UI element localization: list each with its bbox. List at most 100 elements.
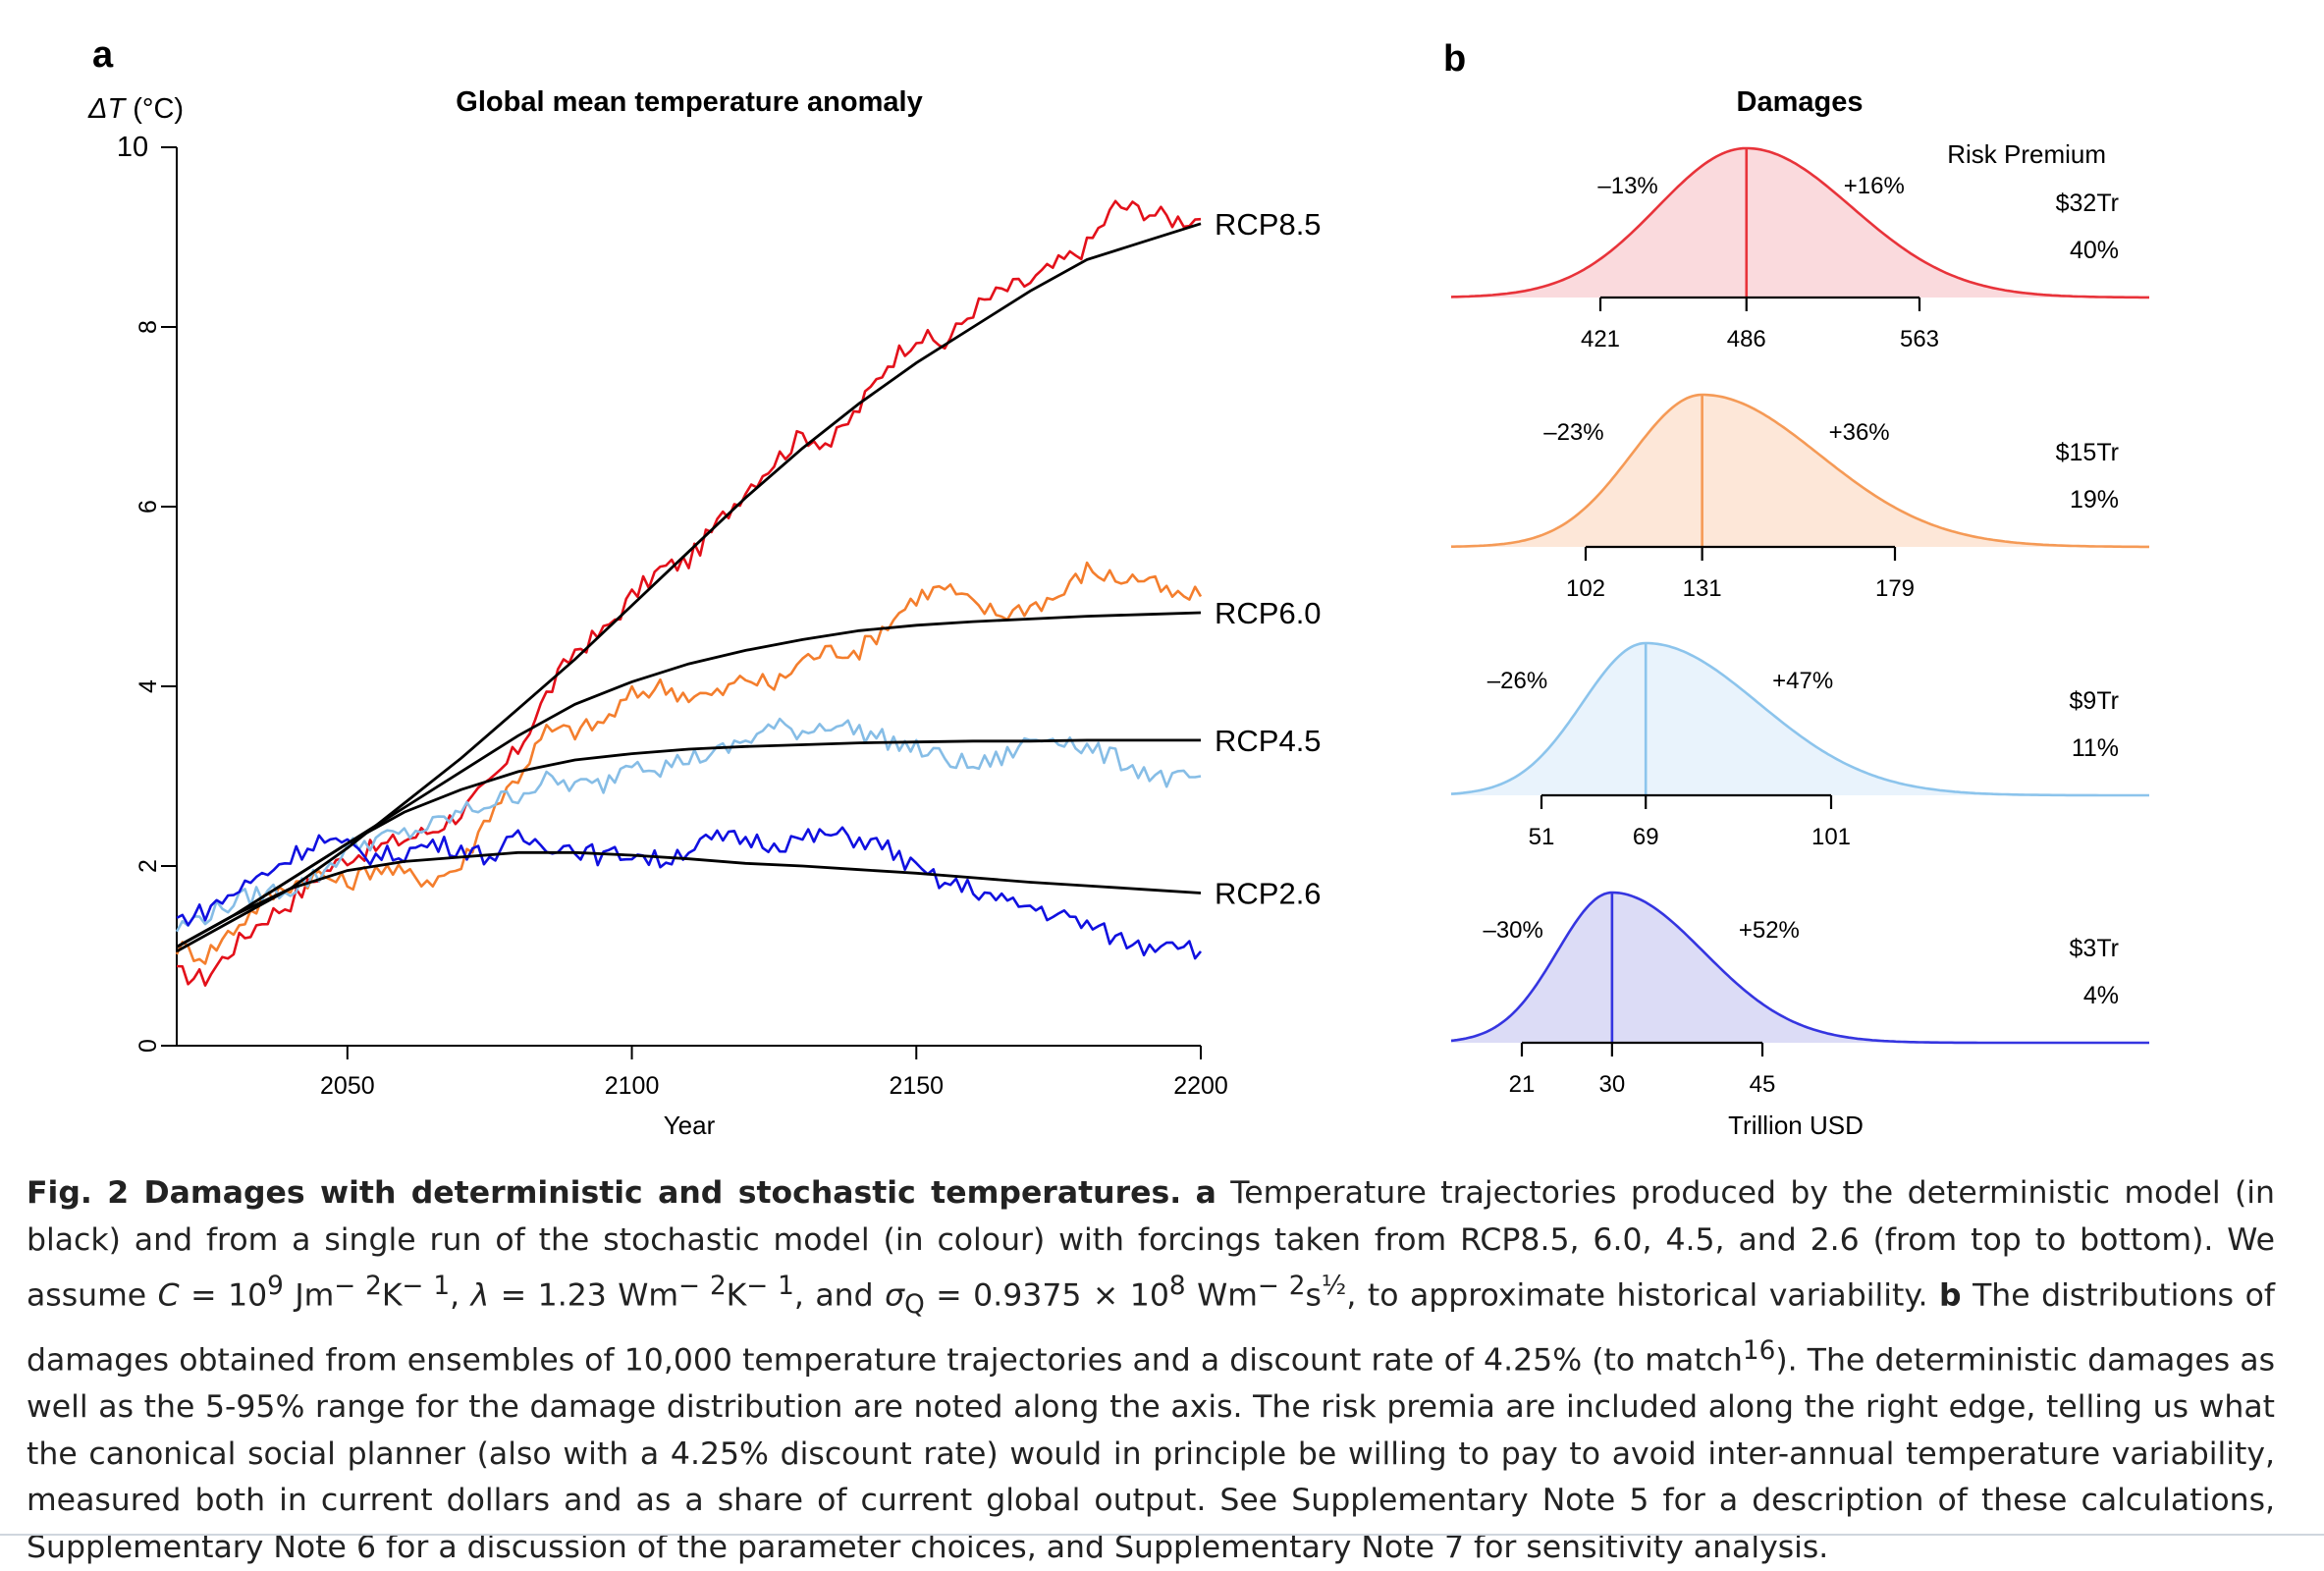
range-tick-label: 51 — [1529, 824, 1555, 850]
density-curve-rcp85 — [1450, 146, 2149, 299]
caption-text-22: s — [1305, 1277, 1322, 1314]
panel-a-series: RCP8.5 RCP6.0 RCP4.5 RCP2.6 — [175, 199, 1322, 987]
caption-ref-26[interactable]: 16 — [1742, 1336, 1776, 1367]
risk-premium-pct: 11% — [2072, 734, 2119, 762]
risk-premium-usd: $3Tr — [2070, 935, 2119, 962]
caption-sup-12: − 2 — [678, 1272, 727, 1301]
caption-sup-4: 9 — [267, 1272, 284, 1301]
range-tick-label: 486 — [1727, 326, 1766, 352]
y-tick-label: 0 — [135, 1039, 162, 1053]
series-label-rcp60: RCP6.0 — [1215, 596, 1322, 630]
low-pct-label: –23% — [1543, 419, 1603, 446]
range-tick-label: 563 — [1900, 326, 1939, 352]
stochastic-line-rcp60 — [175, 561, 1203, 965]
caption-text-25: The distributions of damages obtained fr… — [27, 1277, 2275, 1379]
low-pct-label: –26% — [1487, 668, 1547, 694]
caption-text-15: , and — [793, 1277, 886, 1314]
figure-caption: Fig. 2 Damages with deterministic and st… — [27, 1170, 2275, 1571]
caption-sup-23: ½ — [1321, 1272, 1347, 1301]
x-tick-label: 2150 — [889, 1072, 944, 1100]
x-tick-label: 2100 — [605, 1072, 660, 1100]
figure: a Global mean temperature anomaly ΔT (°C… — [87, 34, 2150, 1140]
x-tick-label: 2200 — [1173, 1072, 1228, 1100]
risk-premium-pct: 19% — [2070, 486, 2119, 514]
caption-text-20: Wm — [1185, 1277, 1258, 1314]
risk-premium-usd: $32Tr — [2056, 190, 2119, 217]
range-tick-label: 131 — [1683, 575, 1722, 602]
ylabel-symbol: ΔT — [87, 93, 127, 125]
y-tick-label: 8 — [135, 320, 162, 334]
caption-sup-14: − 1 — [746, 1272, 794, 1301]
series-label-rcp45: RCP4.5 — [1215, 724, 1322, 758]
y-tick-label: 6 — [135, 500, 162, 514]
caption-var-c: C — [157, 1277, 180, 1314]
panel-a-letter: a — [92, 34, 114, 76]
range-tick-label: 102 — [1566, 575, 1605, 602]
density-fill-rcp45 — [1451, 643, 2150, 795]
panel-b-distributions: 421 486 563 –13% +16% $32Tr 40% 102 131 179 –23% +3… — [1450, 146, 2150, 1098]
density-curve-rcp60 — [1451, 393, 2149, 549]
caption-sub-17: Q — [904, 1289, 925, 1320]
high-pct-label: +16% — [1844, 173, 1905, 199]
panel-b-title: Damages — [1737, 86, 1864, 118]
deterministic-line-rcp60 — [176, 611, 1202, 948]
series-label-rcp85: RCP8.5 — [1215, 207, 1322, 242]
damage-panel-rcp26: 21 30 45 –30% +52% $3Tr 4% — [1450, 891, 2150, 1098]
stochastic-line-rcp45 — [175, 717, 1202, 933]
caption-text-11: = 1.23 Wm — [489, 1277, 679, 1314]
series-label-rcp26: RCP2.6 — [1215, 876, 1322, 910]
stochastic-line-rcp85 — [176, 199, 1202, 987]
caption-a-label: a — [1195, 1175, 1216, 1211]
caption-text-7: K — [381, 1277, 403, 1314]
caption-text-24: , to approximate historical variability. — [1346, 1277, 1939, 1314]
range-tick-label: 30 — [1599, 1071, 1626, 1098]
stochastic-line-rcp26 — [176, 826, 1203, 960]
ylabel-unit: (°C) — [125, 93, 184, 125]
caption-b-label: b — [1939, 1277, 1962, 1314]
bottom-divider — [0, 1534, 2324, 1536]
density-fill-rcp26 — [1451, 893, 2150, 1043]
panel-a-ylabel: ΔT (°C) — [87, 93, 184, 125]
caption-text-9: , — [450, 1277, 471, 1314]
range-tick-label: 179 — [1875, 575, 1915, 602]
panel-a-axes: 0 2 4 6 8 10 2050 2100 2150 2200 — [117, 132, 1228, 1100]
caption-sup-19: 8 — [1168, 1272, 1186, 1301]
panel-b: b Damages Risk Premium Trillion USD 421 4… — [1443, 38, 2150, 1140]
density-fill-rcp85 — [1451, 148, 2150, 298]
panel-b-letter: b — [1443, 38, 1466, 80]
high-pct-label: +52% — [1739, 917, 1800, 944]
damage-panel-rcp60: 102 131 179 –23% +36% $15Tr 19% — [1451, 393, 2150, 602]
density-curve-rcp26 — [1450, 891, 2149, 1045]
damage-panel-rcp45: 51 69 101 –26% +47% $9Tr 11% — [1450, 641, 2150, 850]
risk-premium-pct: 4% — [2083, 982, 2119, 1009]
caption-var-lambda: λ — [470, 1277, 490, 1314]
y-tick-label: 2 — [135, 859, 162, 873]
caption-sup-8: − 1 — [402, 1272, 451, 1301]
high-pct-label: +36% — [1829, 419, 1890, 446]
caption-text-3: = 10 — [179, 1277, 268, 1314]
y-tick-label: 4 — [135, 679, 162, 693]
risk-premium-usd: $9Tr — [2070, 687, 2119, 715]
high-pct-label: +47% — [1772, 668, 1833, 694]
caption-text-1: Temperature trajectories produced by the… — [27, 1175, 2276, 1314]
caption-text-5: Jm — [283, 1277, 335, 1314]
deterministic-line-rcp85 — [176, 222, 1202, 953]
low-pct-label: –30% — [1483, 917, 1542, 944]
panel-a: a Global mean temperature anomaly ΔT (°C… — [87, 34, 1322, 1140]
caption-var-sigma: σ — [885, 1277, 905, 1314]
range-tick-label: 101 — [1811, 824, 1851, 850]
risk-premium-usd: $15Tr — [2056, 439, 2119, 466]
caption-text-13: K — [726, 1277, 747, 1314]
damage-panel-rcp85: 421 486 563 –13% +16% $32Tr 40% — [1450, 146, 2150, 352]
range-tick-label: 69 — [1633, 824, 1659, 850]
caption-text-18: = 0.9375 × 10 — [924, 1277, 1169, 1314]
panel-b-xlabel: Trillion USD — [1728, 1111, 1864, 1140]
density-curve-rcp45 — [1450, 641, 2149, 797]
range-tick-label: 421 — [1581, 326, 1620, 352]
y-tick-label: 10 — [117, 132, 148, 163]
range-tick-label: 45 — [1750, 1071, 1776, 1098]
caption-fig-label: Fig. 2 Damages with deterministic and st… — [27, 1175, 1182, 1211]
deterministic-line-rcp45 — [176, 738, 1201, 948]
deterministic-line-rcp26 — [176, 850, 1202, 948]
low-pct-label: –13% — [1597, 173, 1657, 199]
